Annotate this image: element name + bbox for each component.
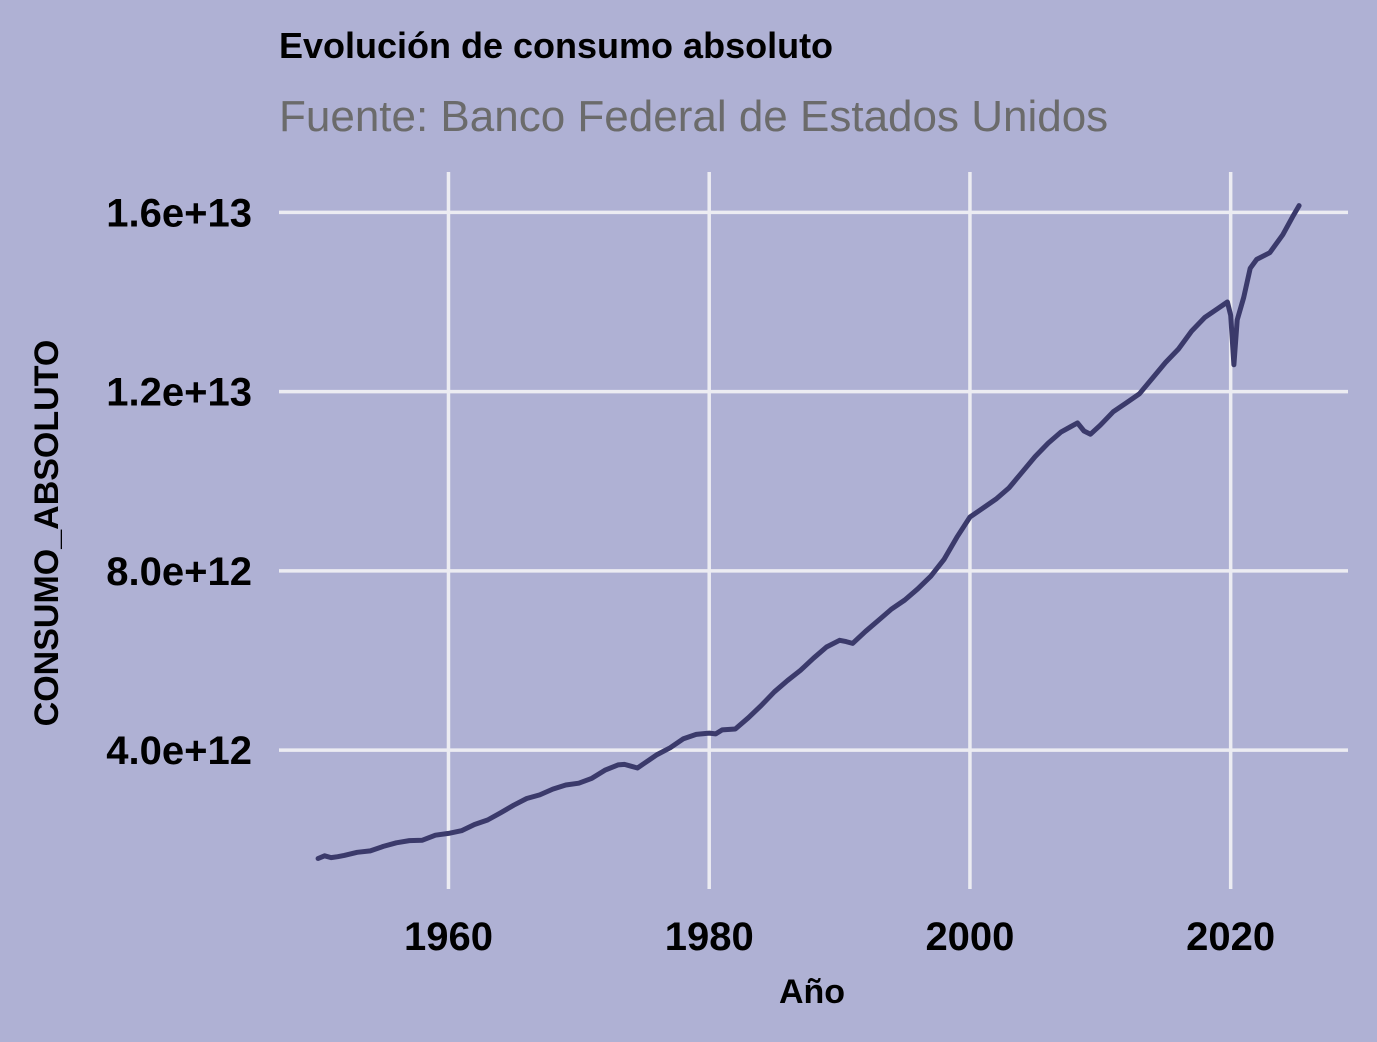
series-layer: [315, 203, 1302, 861]
y-tick-label: 1.2e+13: [106, 371, 252, 415]
x-tick-label: 1980: [665, 915, 754, 959]
y-tick-labels: 4.0e+12 8.0e+12 1.2e+13 1.6e+13: [106, 191, 252, 773]
y-tick-label: 1.6e+13: [106, 191, 252, 235]
x-tick-label: 2000: [925, 915, 1014, 959]
y-axis-title: CONSUMO_ABSOLUTO: [28, 340, 66, 727]
x-tick-labels: 1960 1980 2000 2020: [404, 915, 1275, 959]
chart-title: Evolución de consumo absoluto: [279, 25, 833, 66]
series-line: [315, 203, 1302, 861]
x-tick-label: 2020: [1186, 915, 1275, 959]
y-tick-label: 8.0e+12: [106, 550, 252, 594]
x-gridlines: [446, 172, 1233, 889]
y-tick-label: 4.0e+12: [106, 729, 252, 773]
y-gridlines: [279, 210, 1348, 752]
x-tick-label: 1960: [404, 915, 493, 959]
x-axis-title: Año: [779, 973, 845, 1011]
chart-subtitle: Fuente: Banco Federal de Estados Unidos: [279, 92, 1108, 141]
